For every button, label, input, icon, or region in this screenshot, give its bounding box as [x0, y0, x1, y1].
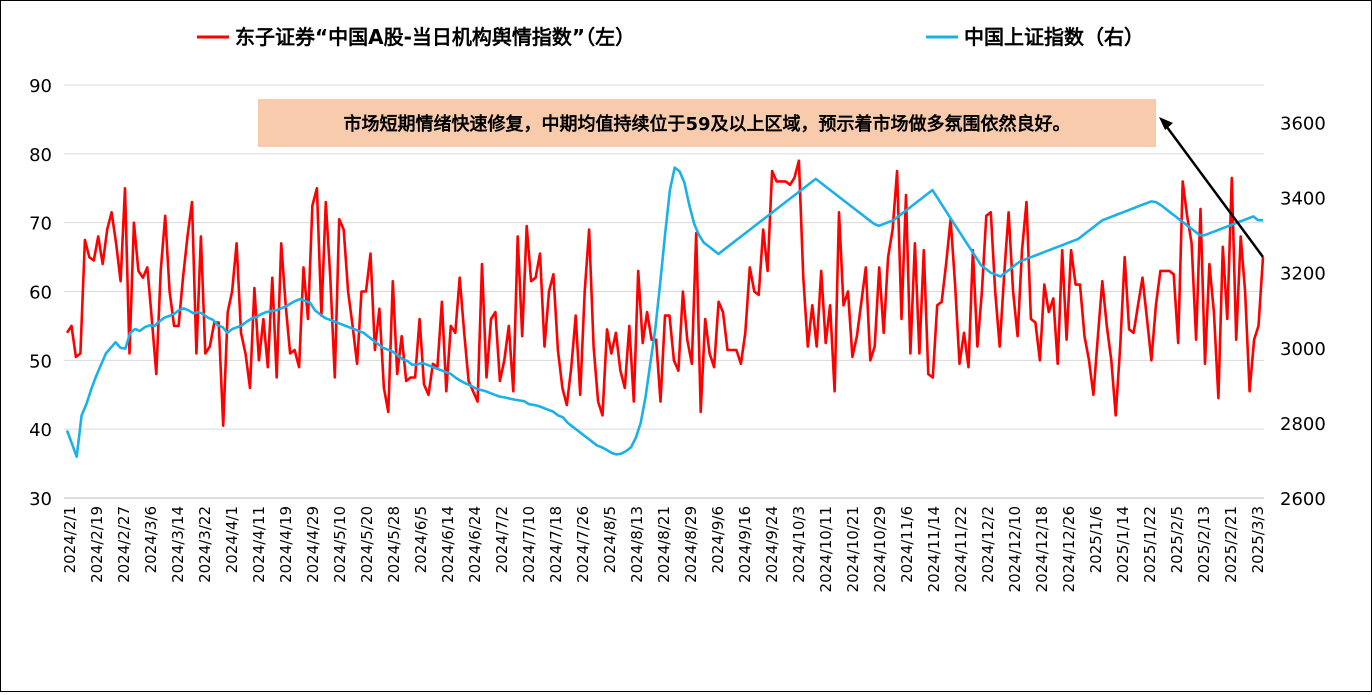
right-tick-label: 3200	[1280, 264, 1326, 285]
x-tick-label: 2024/4/11	[250, 506, 268, 583]
left-tick-label: 90	[29, 76, 52, 97]
annotation-box	[258, 99, 1156, 147]
x-tick-label: 2025/1/14	[1114, 506, 1132, 583]
x-tick-label: 2024/5/20	[358, 506, 376, 583]
series-sentiment-line	[65, 159, 1265, 428]
x-tick-label: 2025/1/22	[1141, 506, 1159, 583]
annotation-arrowhead	[1159, 117, 1173, 130]
left-axis: 30 40 50 60 70 80 90	[29, 76, 52, 510]
x-tick-label: 2024/5/10	[331, 506, 349, 583]
annotation-arrow	[1162, 122, 1265, 258]
x-tick-label: 2024/8/29	[682, 506, 700, 583]
right-tick-label: 2800	[1280, 414, 1326, 435]
series-index-line	[65, 166, 1263, 459]
x-tick-label: 2024/7/10	[520, 506, 538, 583]
x-tick-label: 2024/7/18	[547, 506, 565, 583]
x-tick-label: 2024/8/21	[655, 506, 673, 583]
x-axis: 2024/2/1 2024/2/19 2024/2/27 2024/3/6 2024/3…	[61, 506, 1267, 592]
x-tick-label: 2024/11/6	[898, 506, 916, 583]
left-tick-label: 30	[29, 489, 52, 510]
x-tick-label: 2024/4/29	[304, 506, 322, 583]
x-tick-label: 2024/4/19	[277, 506, 295, 583]
x-tick-label: 2024/10/11	[817, 506, 835, 592]
x-tick-label: 2024/9/6	[709, 506, 727, 573]
x-tick-label: 2024/3/6	[142, 506, 160, 573]
x-tick-label: 2024/9/24	[763, 506, 781, 583]
series-group	[65, 159, 1265, 459]
x-tick-label: 2024/4/1	[223, 506, 241, 573]
x-tick-label: 2024/11/22	[952, 506, 970, 592]
x-tick-label: 2024/8/5	[601, 506, 619, 573]
x-tick-label: 2024/2/27	[115, 506, 133, 583]
x-tick-label: 2024/3/22	[196, 506, 214, 583]
x-tick-label: 2024/12/2	[979, 506, 997, 583]
left-tick-label: 80	[29, 145, 52, 166]
right-tick-label: 2600	[1280, 489, 1326, 510]
x-tick-label: 2024/3/14	[169, 506, 187, 583]
legend-label-index: 中国上证指数（右）	[964, 25, 1144, 49]
annotation-text: 市场短期情绪快速修复，中期均值持续位于59及以上区域，预示着市场做多氛围依然良好…	[343, 113, 1070, 135]
x-tick-label: 2024/11/14	[925, 506, 943, 592]
x-tick-label: 2024/6/24	[466, 506, 484, 583]
x-tick-label: 2025/2/21	[1222, 506, 1240, 583]
left-tick-label: 70	[29, 214, 52, 235]
x-tick-label: 2024/12/10	[1006, 506, 1024, 592]
x-tick-label: 2024/2/19	[88, 506, 106, 583]
x-tick-label: 2024/12/18	[1033, 506, 1051, 592]
x-tick-label: 2024/9/16	[736, 506, 754, 583]
x-tick-label: 2024/10/21	[844, 506, 862, 592]
right-tick-label: 3600	[1280, 114, 1326, 135]
x-tick-label: 2024/12/26	[1060, 506, 1078, 592]
x-tick-label: 2024/5/28	[385, 506, 403, 583]
left-tick-label: 40	[29, 420, 52, 441]
left-tick-label: 60	[29, 283, 52, 304]
x-tick-label: 2025/1/6	[1087, 506, 1105, 573]
x-tick-label: 2025/3/3	[1249, 506, 1267, 573]
right-tick-label: 3400	[1280, 189, 1326, 210]
legend: 东子证券“中国A股-当日机构舆情指数”（左） 中国上证指数（右）	[197, 25, 1144, 49]
x-tick-label: 2024/8/13	[628, 506, 646, 583]
gridlines	[64, 84, 1264, 499]
left-tick-label: 50	[29, 351, 52, 372]
x-tick-label: 2024/7/26	[574, 506, 592, 583]
annotation: 市场短期情绪快速修复，中期均值持续位于59及以上区域，预示着市场做多氛围依然良好…	[258, 99, 1265, 258]
x-tick-label: 2024/6/5	[412, 506, 430, 573]
x-tick-label: 2024/10/29	[871, 506, 889, 592]
x-tick-label: 2024/6/14	[439, 506, 457, 583]
x-tick-label: 2024/2/1	[61, 506, 79, 573]
x-tick-label: 2024/7/2	[493, 506, 511, 573]
legend-label-sentiment: 东子证券“中国A股-当日机构舆情指数”（左）	[235, 25, 635, 49]
x-tick-label: 2025/2/13	[1195, 506, 1213, 583]
right-tick-label: 3000	[1280, 339, 1326, 360]
right-axis: 2600 2800 3000 3200 3400 3600	[1280, 114, 1326, 510]
x-tick-label: 2024/10/3	[790, 506, 808, 583]
x-tick-label: 2025/2/5	[1168, 506, 1186, 573]
